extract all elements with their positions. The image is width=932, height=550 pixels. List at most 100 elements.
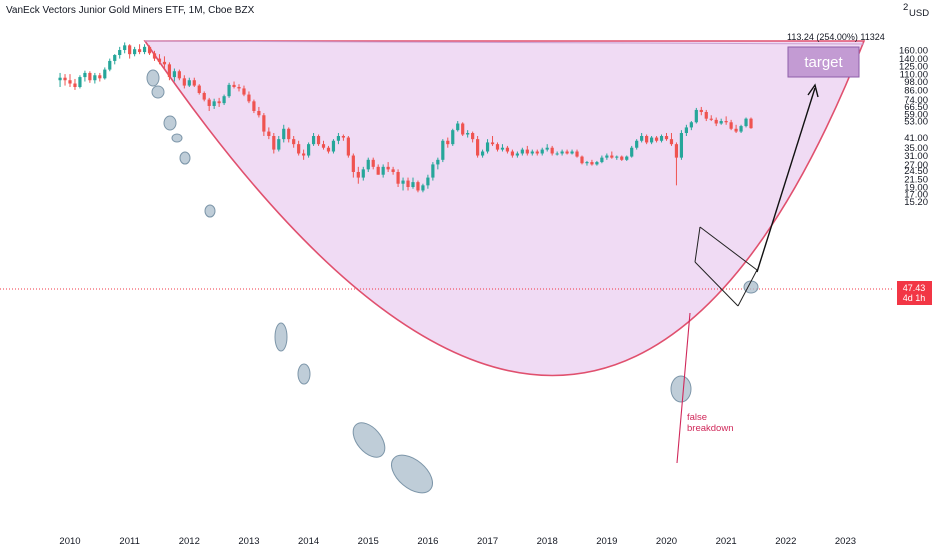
candle-body (262, 115, 266, 132)
candle-body (157, 58, 162, 62)
price-tick-label: 53.00 (904, 117, 928, 128)
candle-body (68, 80, 72, 84)
candle-body (287, 128, 291, 140)
touch-point-ellipse (179, 151, 191, 165)
candle-body (227, 84, 231, 97)
candle-body (326, 147, 331, 152)
candle-body (590, 162, 594, 165)
candle-body (416, 182, 420, 191)
candle-body (540, 149, 544, 154)
candle-body (466, 133, 470, 135)
candle-body (744, 118, 748, 127)
touch-points-group (146, 69, 759, 494)
candle-body (709, 118, 713, 120)
candle-body (172, 71, 176, 78)
candle-body (734, 128, 738, 132)
candle-body (58, 77, 62, 81)
candle-body (719, 121, 723, 124)
candle-body (674, 144, 679, 158)
false-breakdown-label-1: false (687, 412, 707, 423)
handle-channel (694, 226, 758, 307)
candle-body (585, 162, 589, 164)
time-tick-label: 2020 (656, 536, 677, 547)
candle-body (321, 144, 326, 148)
candle-body (595, 162, 599, 165)
candle-body (659, 136, 664, 141)
candle-body (724, 121, 728, 123)
price-axis: 160.00140.00125.00110.0098.0086.0074.006… (899, 46, 928, 208)
time-tick-label: 2011 (119, 536, 139, 547)
candle-body (500, 147, 505, 150)
candle-body (739, 126, 743, 132)
candle-body (560, 151, 564, 154)
time-tick-label: 2018 (537, 536, 558, 547)
price-tick-label: 86.00 (904, 85, 928, 96)
projection-arrow (756, 83, 819, 273)
candle-body (530, 151, 534, 154)
price-tick-label: 74.00 (904, 95, 928, 106)
time-tick-label: 2019 (596, 536, 617, 547)
channel-left-edge (694, 226, 701, 263)
candle-body (471, 133, 475, 140)
candle-body (570, 151, 574, 154)
candle-body (371, 159, 375, 167)
candle-body (162, 61, 167, 65)
price-tick-label: 19.00 (904, 183, 928, 194)
candle-body (297, 144, 301, 154)
price-tick-label: 66.50 (904, 102, 928, 113)
price-axis-top-cut: 2 (903, 2, 908, 13)
candle-body (446, 140, 450, 145)
touch-point-ellipse (204, 204, 216, 218)
candle-body (704, 112, 708, 119)
measure-label: 113.24 (254.00%) 11324 (787, 32, 885, 42)
time-tick-label: 2010 (59, 536, 80, 547)
touch-point-ellipse (297, 363, 311, 385)
candle-body (565, 151, 569, 154)
candle-body (78, 77, 82, 87)
channel-bottom-line (694, 261, 739, 307)
touch-point-ellipse (670, 375, 692, 403)
candle-body (302, 153, 306, 156)
cup-rim-line (144, 40, 865, 45)
price-tick-label: 110.00 (900, 70, 928, 81)
candle-body (237, 86, 241, 89)
time-tick-label: 2014 (298, 536, 319, 547)
price-tick-label: 31.00 (904, 151, 928, 162)
last-price-tag[interactable]: 47.43 4d 1h (897, 281, 932, 305)
candle-body (620, 156, 624, 160)
candle-body (142, 46, 147, 53)
price-tick-label: 35.00 (904, 143, 928, 154)
candle-body (123, 45, 127, 50)
candle-body (252, 101, 256, 111)
candle-body (118, 50, 122, 56)
candle-body (381, 166, 385, 175)
candle-body (177, 71, 181, 79)
candle-body (361, 169, 365, 178)
candle-body (535, 151, 539, 154)
candle-body (476, 139, 480, 156)
candle-body (232, 84, 236, 87)
candle-body (635, 140, 639, 148)
candle-body (421, 185, 425, 191)
candle-body (167, 64, 172, 78)
price-tick-label: 24.50 (904, 166, 928, 177)
candle-body (515, 153, 519, 156)
touch-point-ellipse (146, 69, 160, 87)
candle-body (311, 136, 316, 145)
candle-body (441, 140, 445, 160)
last-price-value: 47.43 (903, 283, 926, 293)
time-tick-label: 2015 (358, 536, 379, 547)
candle-body (689, 122, 693, 128)
candle-body (610, 155, 614, 158)
candle-body (207, 99, 211, 106)
candle-body (88, 72, 92, 81)
candle-body (137, 49, 142, 53)
price-tick-label: 27.00 (904, 160, 928, 171)
candle-body (386, 166, 390, 170)
candle-body (505, 147, 510, 152)
candle-body (182, 78, 186, 86)
candle-body (128, 45, 132, 55)
candle-body (331, 140, 336, 152)
candle-body (73, 83, 77, 87)
price-tick-label: 98.00 (904, 77, 928, 88)
